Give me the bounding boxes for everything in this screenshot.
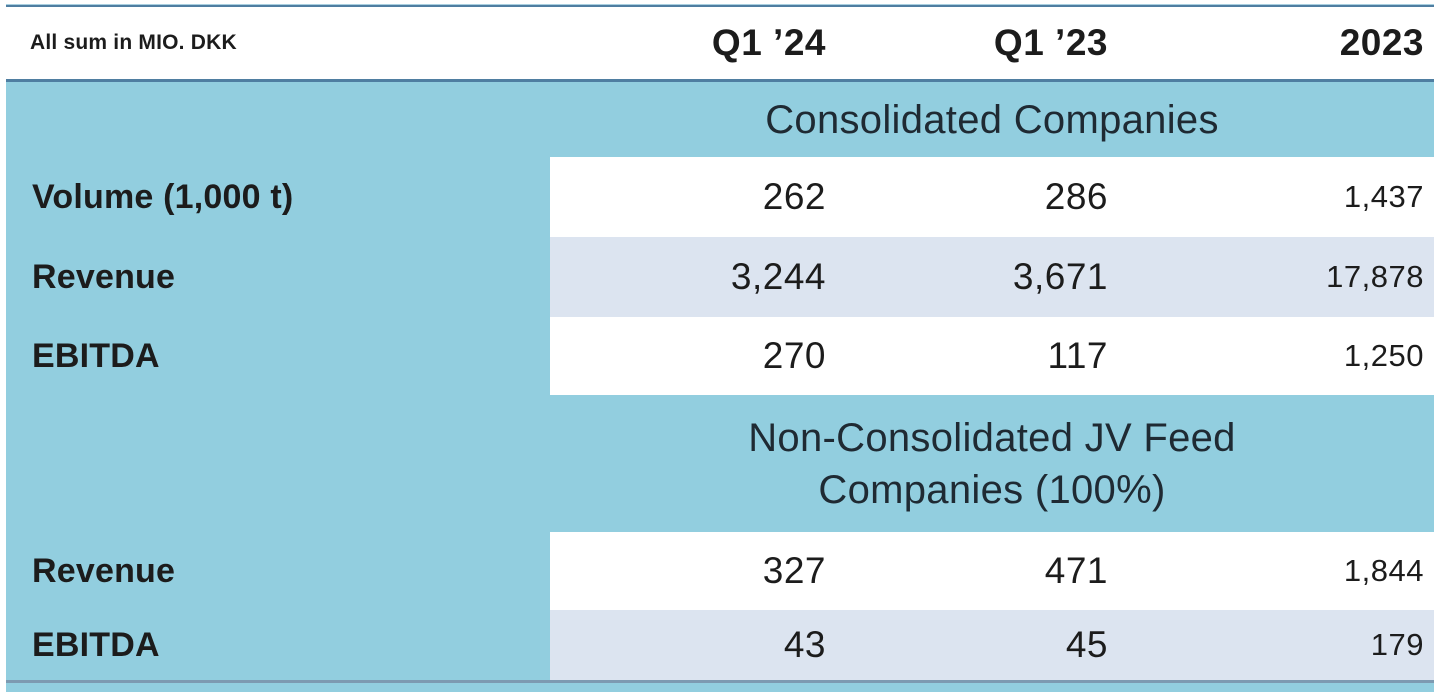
table-cell: 327 (762, 550, 826, 591)
financial-summary-table: All sum in MIO. DKK Q1 ’24 Q1 ’23 2023 C… (0, 4, 1440, 696)
table-row-ebitda-consolidated: EBITDA 270 117 1,250 (6, 317, 1434, 395)
table-cell: 17,878 (1326, 259, 1424, 294)
table-cell: 1,437 (1343, 179, 1424, 214)
row-label: Revenue (32, 551, 176, 590)
table-cell: 286 (1044, 176, 1108, 217)
table-cell: 1,250 (1343, 338, 1424, 373)
top-rule (6, 4, 1434, 7)
row-label: Volume (1,000 t) (32, 177, 294, 216)
table-cell: 471 (1044, 550, 1108, 591)
section-title-consolidated: Consolidated Companies (6, 82, 1434, 157)
table-cell: 1,844 (1343, 553, 1424, 588)
row-label: Revenue (32, 257, 176, 296)
table-body: Consolidated Companies Volume (1,000 t) … (6, 79, 1434, 680)
column-header-q1-24: Q1 ’24 (711, 22, 826, 63)
section-title-line-2: Companies (100%) (818, 467, 1166, 512)
table-cell: 117 (1047, 335, 1108, 376)
section-title-text: Consolidated Companies (765, 97, 1219, 142)
table-row-revenue-jv: Revenue 327 471 1,844 (6, 532, 1434, 610)
column-header-q1-23: Q1 ’23 (993, 22, 1108, 63)
table-cell: 262 (762, 176, 826, 217)
table-cell: 179 (1370, 627, 1424, 662)
section-title-text: Non-Consolidated JV Feed Companies (100%… (550, 412, 1434, 516)
row-values: 262 286 1,437 (550, 157, 1434, 237)
section-title-line-1: Non-Consolidated JV Feed (748, 415, 1236, 460)
row-values: 327 471 1,844 (550, 532, 1434, 610)
table-row-revenue-consolidated: Revenue 3,244 3,671 17,878 (6, 237, 1434, 317)
bottom-rule (6, 680, 1434, 683)
section-title-non-consolidated: Non-Consolidated JV Feed Companies (100%… (6, 395, 1434, 532)
row-values: 3,244 3,671 17,878 (550, 237, 1434, 317)
table-cell: 3,244 (730, 256, 826, 297)
table-cell: 270 (762, 335, 826, 376)
column-header-2023: 2023 (1339, 22, 1424, 63)
row-values: 43 45 179 (550, 610, 1434, 680)
table-header-row: All sum in MIO. DKK Q1 ’24 Q1 ’23 2023 (6, 7, 1434, 79)
unit-note: All sum in MIO. DKK (30, 31, 237, 54)
table-row-volume: Volume (1,000 t) 262 286 1,437 (6, 157, 1434, 237)
bottom-strip (6, 683, 1434, 692)
table-cell: 45 (1065, 624, 1108, 665)
row-label: EBITDA (32, 336, 160, 375)
row-label: EBITDA (32, 625, 160, 664)
table-row-ebitda-jv: EBITDA 43 45 179 (6, 610, 1434, 680)
table-wrap: All sum in MIO. DKK Q1 ’24 Q1 ’23 2023 C… (6, 4, 1434, 692)
row-values: 270 117 1,250 (550, 317, 1434, 395)
table-cell: 3,671 (1012, 256, 1108, 297)
table-cell: 43 (783, 624, 826, 665)
